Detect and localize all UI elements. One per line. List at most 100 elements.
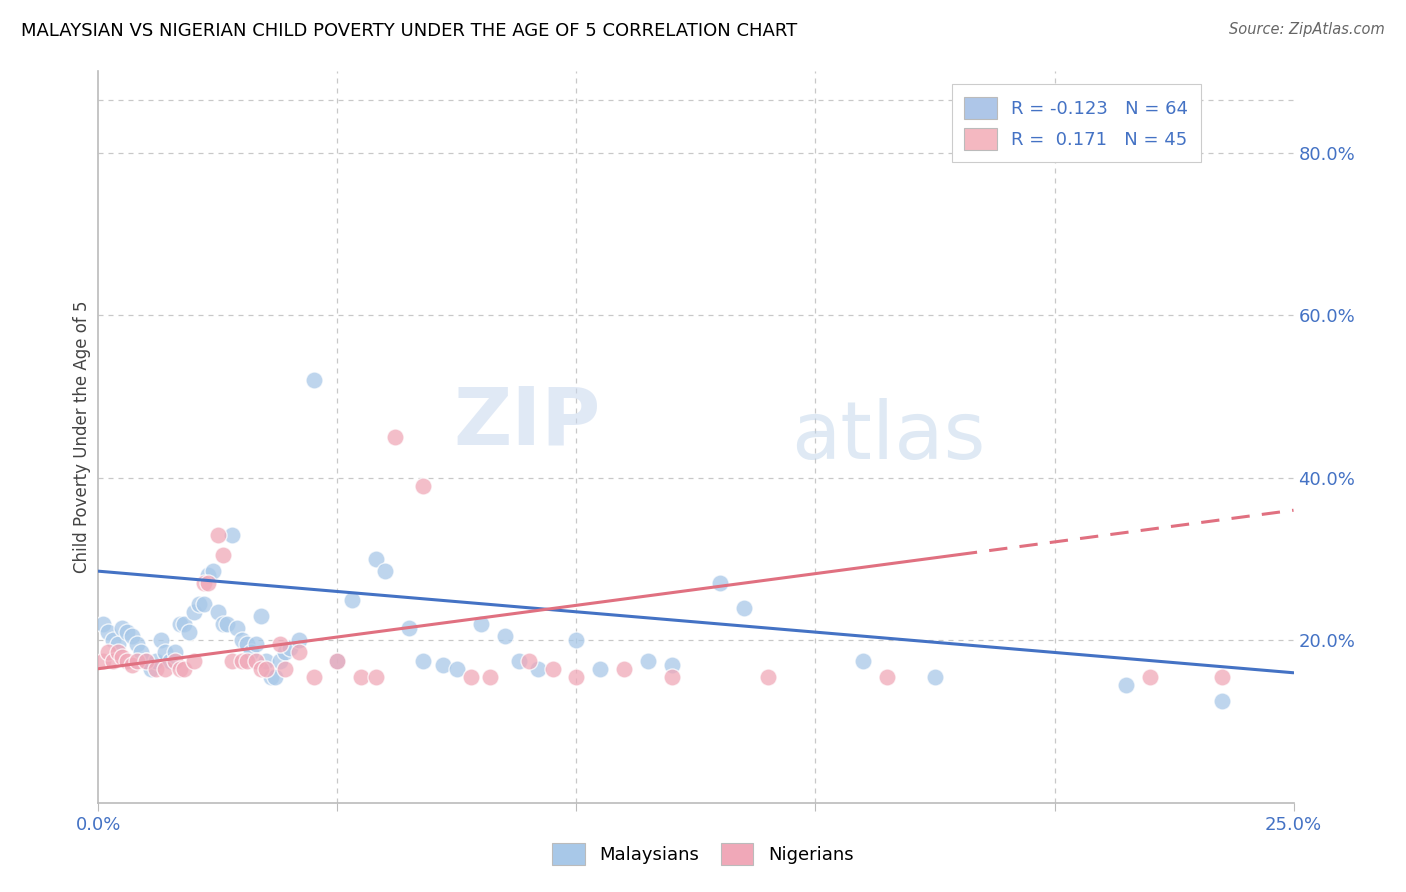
Point	[207, 527, 229, 541]
Point	[91, 654, 114, 668]
Point	[1211, 694, 1233, 708]
Point	[202, 564, 225, 578]
Point	[125, 654, 148, 668]
Point	[541, 662, 564, 676]
Point	[661, 657, 683, 672]
Point	[288, 645, 311, 659]
Point	[326, 654, 349, 668]
Point	[231, 654, 253, 668]
Y-axis label: Child Poverty Under the Age of 5: Child Poverty Under the Age of 5	[73, 301, 91, 574]
Point	[173, 617, 195, 632]
Point	[193, 597, 215, 611]
Point	[107, 645, 129, 659]
Point	[876, 670, 898, 684]
Point	[274, 645, 297, 659]
Point	[302, 670, 325, 684]
Text: MALAYSIAN VS NIGERIAN CHILD POVERTY UNDER THE AGE OF 5 CORRELATION CHART: MALAYSIAN VS NIGERIAN CHILD POVERTY UNDE…	[21, 22, 797, 40]
Legend: R = -0.123   N = 64, R =  0.171   N = 45: R = -0.123 N = 64, R = 0.171 N = 45	[952, 84, 1201, 162]
Point	[269, 637, 291, 651]
Point	[269, 654, 291, 668]
Point	[1211, 670, 1233, 684]
Point	[756, 670, 779, 684]
Point	[211, 617, 233, 632]
Point	[508, 654, 530, 668]
Point	[470, 617, 492, 632]
Point	[111, 621, 134, 635]
Point	[221, 654, 243, 668]
Point	[226, 621, 249, 635]
Text: atlas: atlas	[792, 398, 986, 476]
Point	[709, 576, 731, 591]
Point	[412, 479, 434, 493]
Point	[91, 617, 114, 632]
Point	[155, 645, 177, 659]
Point	[107, 637, 129, 651]
Point	[340, 592, 363, 607]
Point	[364, 670, 387, 684]
Point	[187, 597, 209, 611]
Point	[145, 662, 167, 676]
Point	[364, 552, 387, 566]
Point	[115, 654, 138, 668]
Point	[135, 654, 157, 668]
Point	[221, 527, 243, 541]
Point	[207, 605, 229, 619]
Point	[145, 654, 167, 668]
Point	[494, 629, 516, 643]
Point	[637, 654, 659, 668]
Point	[155, 662, 177, 676]
Point	[278, 641, 301, 656]
Point	[264, 670, 287, 684]
Point	[302, 373, 325, 387]
Point	[97, 625, 120, 640]
Point	[565, 670, 588, 684]
Point	[245, 637, 267, 651]
Point	[197, 576, 219, 591]
Point	[197, 568, 219, 582]
Point	[661, 670, 683, 684]
Point	[1115, 678, 1137, 692]
Point	[527, 662, 550, 676]
Point	[374, 564, 396, 578]
Point	[193, 576, 215, 591]
Point	[245, 654, 267, 668]
Point	[288, 633, 311, 648]
Point	[101, 633, 124, 648]
Text: Source: ZipAtlas.com: Source: ZipAtlas.com	[1229, 22, 1385, 37]
Point	[139, 662, 162, 676]
Point	[412, 654, 434, 668]
Point	[159, 654, 181, 668]
Point	[149, 633, 172, 648]
Point	[121, 629, 143, 643]
Point	[274, 662, 297, 676]
Point	[733, 600, 755, 615]
Point	[115, 625, 138, 640]
Point	[384, 430, 406, 444]
Point	[211, 548, 233, 562]
Point	[589, 662, 612, 676]
Point	[169, 617, 191, 632]
Point	[217, 617, 239, 632]
Legend: Malaysians, Nigerians: Malaysians, Nigerians	[544, 834, 862, 874]
Point	[326, 654, 349, 668]
Point	[250, 608, 273, 623]
Point	[97, 645, 120, 659]
Point	[517, 654, 540, 668]
Point	[398, 621, 420, 635]
Point	[101, 654, 124, 668]
Point	[924, 670, 946, 684]
Point	[446, 662, 468, 676]
Point	[432, 657, 454, 672]
Point	[565, 633, 588, 648]
Point	[125, 637, 148, 651]
Point	[259, 670, 281, 684]
Point	[179, 625, 201, 640]
Point	[613, 662, 636, 676]
Point	[183, 654, 205, 668]
Point	[852, 654, 875, 668]
Point	[479, 670, 502, 684]
Point	[111, 649, 134, 664]
Point	[163, 654, 186, 668]
Point	[231, 633, 253, 648]
Point	[169, 662, 191, 676]
